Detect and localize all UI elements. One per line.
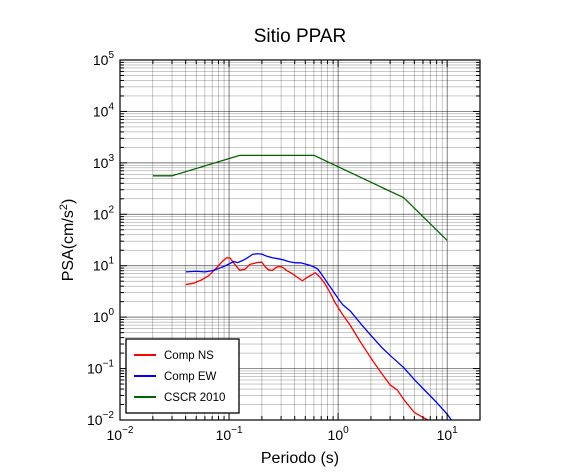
y-tick-label: 10−1 xyxy=(87,359,114,377)
x-tick-label: 10−2 xyxy=(107,425,134,443)
legend-label: Comp EW xyxy=(164,371,217,383)
series-layer xyxy=(152,154,453,420)
y-axis-label: PSA(cm/s2) xyxy=(58,199,77,282)
y-axis-label-main: PSA(cm/s xyxy=(60,210,77,281)
y-tick-label: 102 xyxy=(93,204,115,222)
y-tick-labels: 10−2 10−1 100 101 102 103 104 105 xyxy=(87,50,114,428)
x-tick-label: 101 xyxy=(437,425,459,443)
y-axis-label-end: ) xyxy=(60,199,77,204)
x-axis-label: Periodo (s) xyxy=(261,450,339,467)
y-tick-label: 101 xyxy=(93,256,115,274)
series-line-3 xyxy=(152,154,448,241)
legend: Comp NS Comp EW CSCR 2010 xyxy=(125,338,240,414)
y-tick-label: 105 xyxy=(93,50,115,68)
x-tick-label: 10−1 xyxy=(216,425,243,443)
series-line-1 xyxy=(185,257,430,420)
y-tick-label: 104 xyxy=(93,101,115,119)
y-axis-label-sup: 2 xyxy=(58,204,70,210)
chart-title: Sitio PPAR xyxy=(254,26,347,47)
legend-label: CSCR 2010 xyxy=(164,392,225,404)
grid xyxy=(120,60,480,420)
y-tick-label: 100 xyxy=(93,307,115,325)
plot-frame xyxy=(119,59,481,421)
legend-label: Comp NS xyxy=(164,350,214,362)
y-tick-label: 10−2 xyxy=(87,410,114,428)
series-line-2 xyxy=(185,253,453,420)
x-tick-labels: 10−2 10−1 100 101 xyxy=(107,425,459,443)
tick-marks xyxy=(120,60,480,420)
x-tick-label: 100 xyxy=(328,425,350,443)
y-tick-label: 103 xyxy=(93,153,115,171)
